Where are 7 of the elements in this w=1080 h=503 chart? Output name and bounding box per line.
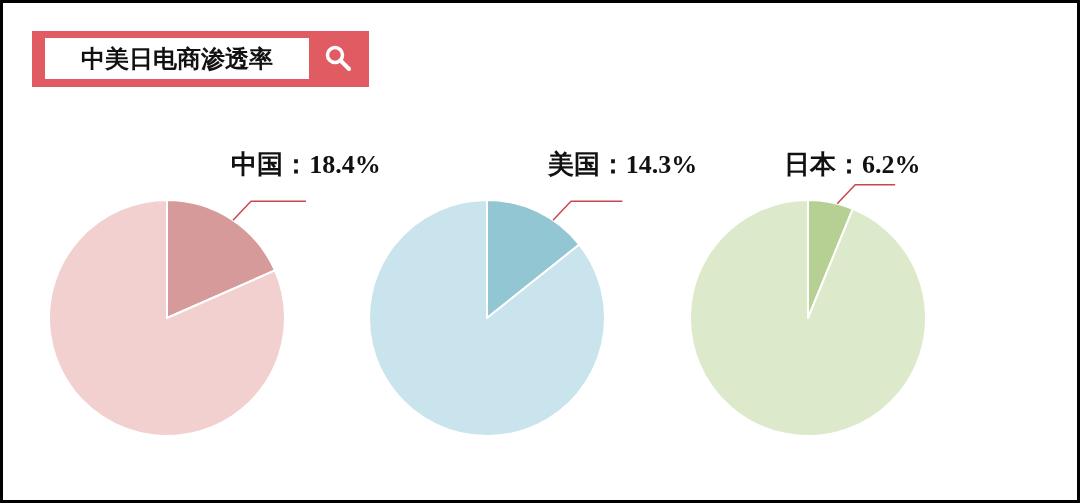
chart-title: 中美日电商渗透率	[81, 45, 273, 72]
data-label: 美国：14.3%	[546, 150, 698, 179]
pie-slice	[48, 199, 286, 437]
data-label: 中国：18.4%	[231, 150, 381, 179]
pie-slice	[689, 199, 927, 437]
pie-slice	[368, 199, 606, 437]
data-label: 日本：6.2%	[784, 150, 921, 179]
